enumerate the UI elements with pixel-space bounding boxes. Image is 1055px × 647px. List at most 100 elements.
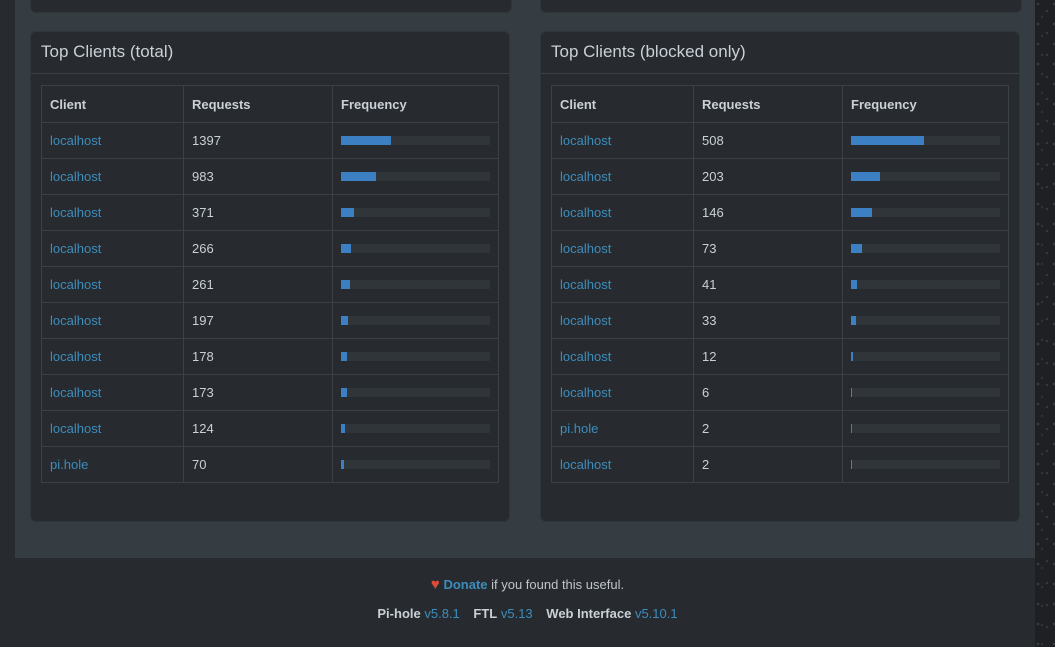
frequency-cell [332,410,499,447]
frequency-cell [332,338,499,375]
web-interface-version-label: Web Interface [546,606,632,621]
client-link[interactable]: localhost [50,133,102,148]
column-header-frequency[interactable]: Frequency [842,85,1009,123]
frequency-bar [341,208,355,217]
frequency-bar [851,280,857,289]
requests-cell: 178 [183,338,333,375]
top-clients-total-table: Client Requests Frequency localhost 1397 l… [41,85,499,483]
column-header-client[interactable]: Client [551,85,694,123]
donate-suffix: if you found this useful. [487,577,625,592]
frequency-cell [842,194,1009,231]
donate-link[interactable]: Donate [443,577,488,592]
column-header-requests[interactable]: Requests [693,85,843,123]
previous-box-bottom-left [30,0,512,13]
client-link[interactable]: localhost [560,313,612,328]
frequency-bar [851,244,862,253]
client-link[interactable]: localhost [50,169,102,184]
frequency-cell [332,230,499,267]
frequency-bar [341,244,351,253]
box-title: Top Clients (blocked only) [551,42,746,61]
table-row: localhost 508 [551,122,1009,159]
client-link[interactable]: localhost [560,205,612,220]
requests-cell: 12 [693,338,843,375]
client-link[interactable]: localhost [50,205,102,220]
client-link[interactable]: pi.hole [50,457,89,472]
column-header-requests[interactable]: Requests [183,85,333,123]
requests-cell: 2 [693,446,843,483]
requests-cell: 261 [183,266,333,303]
frequency-cell [842,410,1009,447]
version-line: Pi-hole v5.8.1 FTL v5.13 Web Interface v… [0,606,1055,621]
requests-cell: 146 [693,194,843,231]
requests-cell: 197 [183,302,333,339]
frequency-bar-track [851,136,1000,145]
client-link[interactable]: localhost [50,277,102,292]
requests-cell: 124 [183,410,333,447]
client-link[interactable]: pi.hole [560,421,599,436]
client-link[interactable]: localhost [560,277,612,292]
frequency-cell [842,158,1009,195]
frequency-bar [341,316,348,325]
frequency-cell [842,338,1009,375]
pihole-version-link[interactable]: v5.8.1 [424,606,460,621]
table-row: pi.hole 70 [41,446,499,483]
frequency-cell [332,194,499,231]
client-link[interactable]: localhost [50,313,102,328]
frequency-bar [341,388,348,397]
client-link[interactable]: localhost [560,169,612,184]
frequency-bar [851,316,856,325]
frequency-bar-track [851,424,1000,433]
requests-cell: 371 [183,194,333,231]
client-cell: localhost [551,230,694,267]
table-body: localhost 1397 localhost 983 localhost 371 loc… [41,122,499,483]
donate-line: ♥ Donate if you found this useful. [0,576,1055,593]
client-link[interactable]: localhost [50,241,102,256]
frequency-bar [341,424,346,433]
client-cell: localhost [551,302,694,339]
client-cell: localhost [551,266,694,303]
frequency-bar-track [851,172,1000,181]
client-link[interactable]: localhost [560,349,612,364]
client-link[interactable]: localhost [560,133,612,148]
previous-box-bottom-right [540,0,1022,13]
content-wrapper: Top Clients (total) Client Requests Freq… [15,0,1035,558]
table-row: localhost 983 [41,158,499,195]
client-cell: localhost [41,374,184,411]
frequency-cell [332,266,499,303]
table-row: localhost 124 [41,410,499,447]
frequency-cell [842,122,1009,159]
client-link[interactable]: localhost [560,385,612,400]
frequency-bar-track [341,388,490,397]
client-cell: localhost [41,266,184,303]
client-link[interactable]: localhost [50,349,102,364]
frequency-bar-track [851,208,1000,217]
client-cell: localhost [551,122,694,159]
requests-cell: 203 [693,158,843,195]
column-header-frequency[interactable]: Frequency [332,85,499,123]
table-row: localhost 266 [41,230,499,267]
frequency-bar-track [341,424,490,433]
frequency-bar [341,460,344,469]
frequency-bar [851,352,853,361]
frequency-bar-track [341,244,490,253]
column-header-client[interactable]: Client [41,85,184,123]
table-row: localhost 6 [551,374,1009,411]
client-link[interactable]: localhost [50,385,102,400]
requests-cell: 508 [693,122,843,159]
client-cell: localhost [41,122,184,159]
client-cell: pi.hole [41,446,184,483]
background-edge [1035,0,1055,647]
table-row: localhost 197 [41,302,499,339]
client-link[interactable]: localhost [560,241,612,256]
client-cell: localhost [41,230,184,267]
requests-cell: 41 [693,266,843,303]
heart-icon: ♥ [430,576,440,593]
client-link[interactable]: localhost [50,421,102,436]
table-row: localhost 12 [551,338,1009,375]
web-interface-version-link[interactable]: v5.10.1 [634,606,678,621]
requests-cell: 173 [183,374,333,411]
client-link[interactable]: localhost [560,457,612,472]
ftl-version-link[interactable]: v5.13 [500,606,533,621]
top-clients-blocked-box: Top Clients (blocked only) Client Reques… [540,31,1020,522]
table-row: localhost 173 [41,374,499,411]
